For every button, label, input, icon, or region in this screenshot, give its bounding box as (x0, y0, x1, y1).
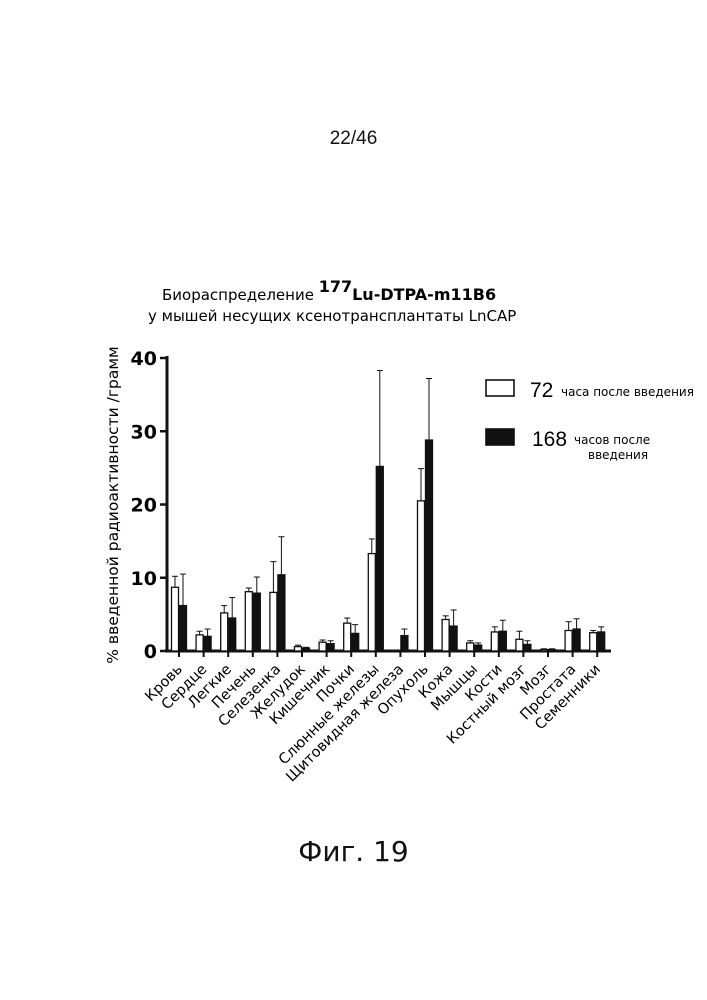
legend-swatch-168h (486, 429, 514, 445)
bar-72h (172, 587, 179, 651)
legend-label-168h-text-line2: введения (588, 448, 648, 462)
bar-72h (295, 647, 302, 651)
bar-168h (524, 644, 531, 651)
bar-72h (245, 592, 252, 651)
bar-72h (467, 643, 474, 651)
bar-72h (541, 650, 548, 651)
bar-168h (303, 648, 310, 651)
y-ticks-group: 0 10 20 30 40 (131, 348, 167, 663)
legend-label-168h-number: 168 (532, 428, 567, 451)
bar-72h (196, 635, 203, 651)
biodistribution-chart: Биораспределение 177Lu-DTPA-m11B6 у мыше… (0, 0, 707, 830)
y-tick-label-30: 30 (131, 421, 157, 443)
bar-72h (516, 639, 523, 651)
bar-72h (418, 501, 425, 651)
legend-label-72h-number: 72 (530, 379, 553, 402)
bar-168h (573, 629, 580, 651)
bar-72h (565, 630, 572, 651)
bar-72h (442, 620, 449, 651)
chart-title-superscript: 177 (319, 277, 352, 296)
bar-168h (278, 575, 285, 651)
legend-swatch-72h (486, 380, 514, 396)
chart-title-compound: Lu-DTPA-m11B6 (352, 285, 496, 304)
bar-168h (450, 626, 457, 651)
legend-label-72h-text: часа после введения (561, 385, 694, 399)
bar-168h (549, 650, 556, 651)
chart-title-prefix: Биораспределение (162, 286, 319, 304)
legend: 72 часа после введения 168 часов после в… (486, 379, 694, 462)
bar-168h (426, 440, 433, 651)
x-category-labels: КровьСердцеЛегкиеПеченьСелезенкаЖелудокК… (142, 661, 604, 785)
bar-168h (499, 631, 506, 651)
bar-168h (327, 644, 334, 651)
bar-72h (270, 592, 277, 651)
bar-72h (221, 613, 228, 651)
bar-168h (229, 618, 236, 651)
y-axis-label: % введенной радиоактивности /грамм (104, 346, 122, 663)
chart-title-line2: у мышей несущих ксенотрансплантаты LnCAP (148, 307, 516, 325)
bar-168h (598, 632, 605, 651)
bar-168h (352, 633, 359, 651)
bar-72h (344, 623, 351, 651)
bar-72h (590, 633, 597, 651)
bar-168h (401, 636, 408, 651)
bar-168h (204, 636, 211, 651)
bar-72h (368, 554, 375, 651)
bar-72h (319, 642, 326, 651)
bar-168h (376, 466, 383, 651)
bar-72h (491, 632, 498, 651)
bar-168h (253, 593, 260, 651)
y-tick-label-10: 10 (131, 568, 157, 590)
y-tick-label-40: 40 (131, 348, 157, 370)
legend-label-168h-text-line1: часов после (574, 433, 650, 447)
y-tick-label-20: 20 (131, 495, 157, 517)
bar-168h (475, 645, 482, 651)
figure-caption: Фиг. 19 (0, 835, 707, 868)
bar-168h (180, 606, 187, 651)
chart-title-line1: Биораспределение 177Lu-DTPA-m11B6 (162, 277, 496, 304)
bars-group (172, 370, 605, 657)
y-tick-label-0: 0 (144, 641, 157, 663)
